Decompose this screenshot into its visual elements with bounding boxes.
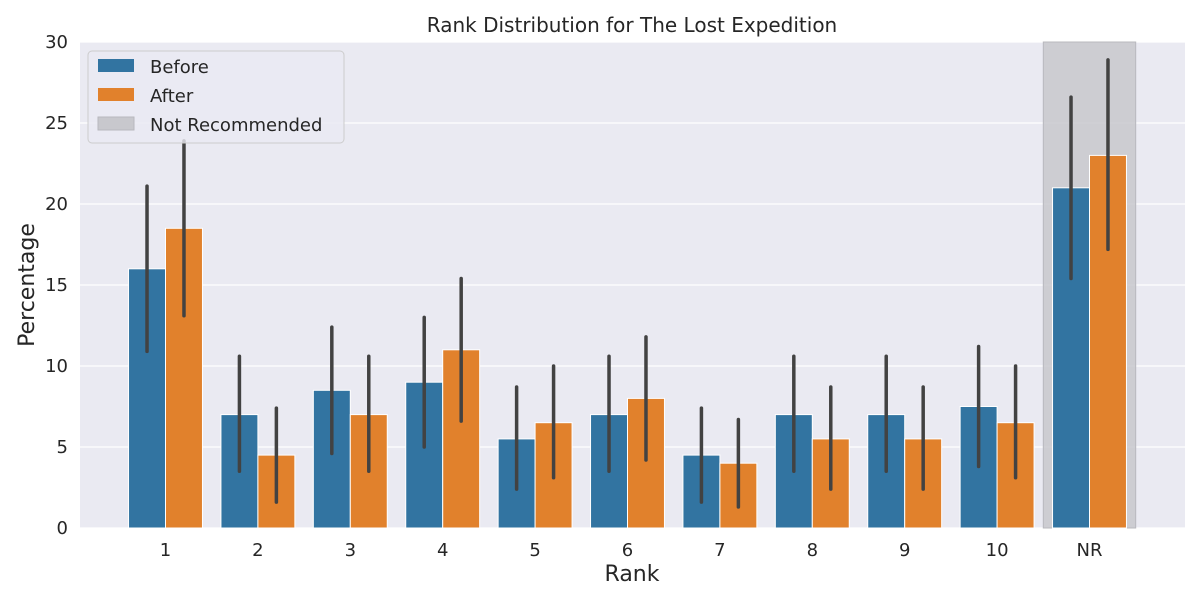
y-tick-label: 30 — [45, 32, 68, 53]
x-tick-label: 1 — [160, 540, 171, 561]
legend-label-after: After — [150, 86, 194, 107]
y-tick-label: 25 — [45, 113, 68, 134]
errorbar-layer — [145, 58, 1110, 509]
chart-title: Rank Distribution for The Lost Expeditio… — [427, 13, 837, 37]
x-tick-label: 6 — [622, 540, 633, 561]
x-tick-label: 7 — [714, 540, 725, 561]
legend-label-before: Before — [150, 57, 209, 78]
x-tick-labels: 1 2 3 4 5 6 7 8 9 10 NR — [160, 540, 1103, 561]
x-tick-label: 2 — [252, 540, 263, 561]
x-tick-label: 4 — [437, 540, 448, 561]
y-tick-label: 15 — [45, 275, 68, 296]
x-tick-label: 5 — [529, 540, 540, 561]
x-tick-label: 8 — [807, 540, 818, 561]
x-tick-label: 9 — [899, 540, 910, 561]
legend-box — [87, 50, 345, 144]
x-tick-label: NR — [1077, 540, 1103, 561]
y-tick-label: 20 — [45, 194, 68, 215]
legend-swatch-before — [98, 59, 134, 72]
x-tick-label: 10 — [986, 540, 1009, 561]
y-tick-labels: 0 5 10 15 20 25 30 — [45, 32, 68, 539]
y-tick-label: 10 — [45, 356, 68, 377]
legend-swatch-after — [98, 88, 134, 101]
legend: Before After Not Recommended — [87, 50, 345, 144]
legend-label-not-recommended: Not Recommended — [150, 115, 322, 136]
x-axis-label: Rank — [605, 562, 660, 587]
legend-swatch-not-recommended — [97, 116, 135, 131]
x-tick-label: 3 — [345, 540, 356, 561]
y-tick-label: 0 — [57, 518, 68, 539]
y-axis-label: Percentage — [15, 223, 40, 347]
y-tick-label: 5 — [57, 437, 68, 458]
